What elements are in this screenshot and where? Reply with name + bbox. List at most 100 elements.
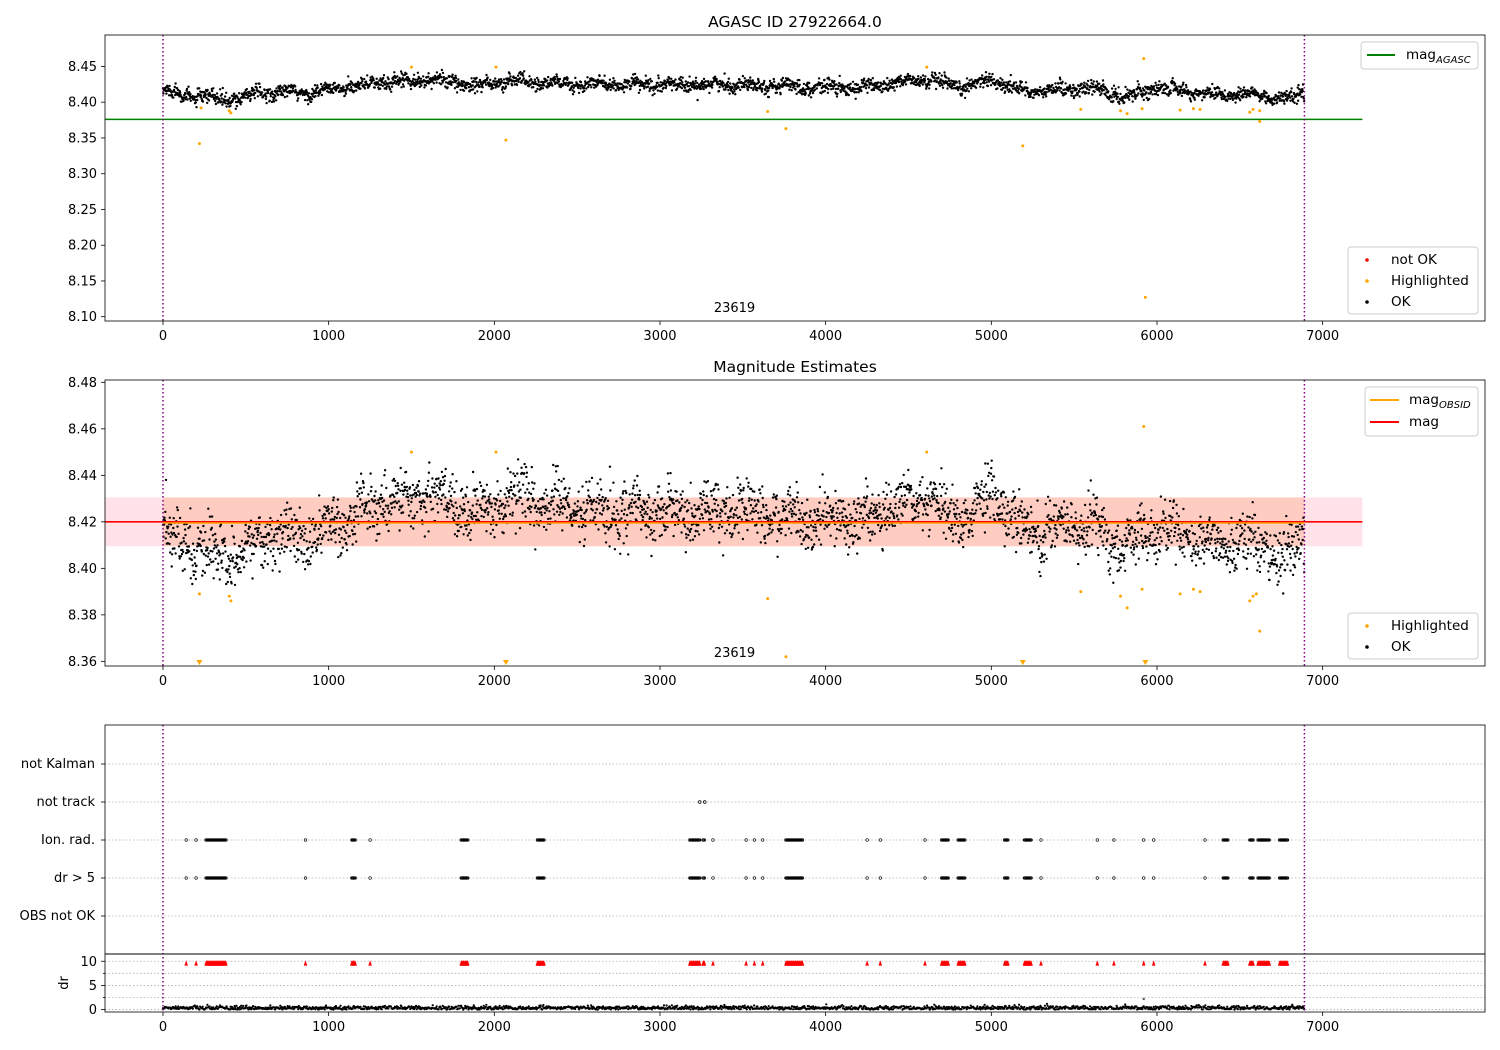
ok-point bbox=[530, 465, 533, 469]
ok-point bbox=[188, 91, 191, 94]
ok-point bbox=[328, 87, 332, 91]
ok-point bbox=[279, 523, 282, 526]
p1-xtick-label-3000: 3000 bbox=[643, 329, 676, 344]
ok-point bbox=[269, 95, 272, 98]
ok-point bbox=[168, 84, 171, 88]
ok-point bbox=[311, 551, 314, 554]
ok-point bbox=[349, 509, 352, 513]
ok-point bbox=[849, 82, 852, 86]
ok-point bbox=[963, 96, 967, 100]
p1-xtick-label-4000: 4000 bbox=[809, 329, 842, 344]
ok-point bbox=[875, 503, 878, 507]
ok-point bbox=[839, 529, 842, 532]
ok-point bbox=[1261, 97, 1264, 101]
ok-point bbox=[886, 89, 890, 92]
ok-point bbox=[676, 499, 679, 502]
ok-point bbox=[889, 490, 893, 493]
ok-point bbox=[598, 512, 602, 515]
ok-point bbox=[596, 482, 599, 485]
ok-point bbox=[893, 495, 896, 499]
ok-point bbox=[614, 518, 617, 521]
highlighted-point bbox=[504, 138, 508, 142]
ok-point bbox=[272, 547, 275, 550]
ok-point bbox=[303, 552, 306, 556]
ok-point bbox=[1085, 82, 1088, 86]
ok-point bbox=[945, 76, 948, 79]
ok-point bbox=[484, 81, 487, 84]
ok-point bbox=[890, 510, 893, 513]
ok-point bbox=[355, 89, 358, 92]
ok-point bbox=[1076, 93, 1079, 97]
ok-point bbox=[1149, 90, 1153, 94]
ok-point bbox=[170, 553, 174, 556]
ok-point bbox=[287, 534, 290, 538]
ok-point bbox=[321, 517, 325, 520]
ok-point bbox=[670, 515, 674, 519]
ok-point bbox=[412, 77, 415, 81]
ok-point bbox=[576, 505, 579, 508]
ok-point bbox=[941, 86, 945, 90]
ok-point bbox=[640, 528, 643, 531]
ok-point bbox=[264, 525, 267, 529]
ok-point bbox=[1151, 93, 1154, 96]
ok-point bbox=[1180, 85, 1183, 88]
ok-point bbox=[215, 92, 219, 95]
ok-point bbox=[859, 86, 863, 89]
ok-point bbox=[470, 77, 473, 80]
ok-point bbox=[836, 92, 839, 96]
ok-point bbox=[320, 551, 323, 554]
ok-point bbox=[552, 508, 555, 511]
ok-point bbox=[1134, 97, 1137, 100]
ok-point bbox=[401, 511, 405, 514]
ok-point bbox=[877, 523, 880, 527]
ok-point bbox=[745, 79, 748, 82]
highlighted-point bbox=[409, 65, 413, 69]
ok-point bbox=[1074, 94, 1077, 97]
ok-point bbox=[437, 497, 441, 500]
ok-point bbox=[697, 533, 701, 536]
ok-point bbox=[263, 545, 266, 548]
ok-point bbox=[249, 544, 252, 547]
ok-point bbox=[426, 495, 429, 498]
ok-point bbox=[474, 494, 477, 497]
ok-point bbox=[350, 86, 353, 89]
ok-point bbox=[577, 509, 580, 513]
ok-point bbox=[604, 82, 608, 85]
ok-point bbox=[790, 531, 793, 535]
ok-point bbox=[417, 490, 420, 493]
ok-point bbox=[363, 87, 367, 90]
ok-point bbox=[651, 531, 654, 535]
ok-point bbox=[1124, 85, 1127, 89]
ok-point bbox=[379, 87, 382, 90]
ok-point bbox=[451, 487, 454, 490]
ok-point bbox=[468, 531, 471, 535]
ok-point bbox=[475, 80, 478, 84]
ok-point bbox=[587, 489, 590, 492]
ok-point bbox=[420, 501, 423, 505]
ok-point bbox=[701, 517, 705, 520]
ok-point bbox=[612, 87, 615, 90]
ok-point bbox=[707, 506, 710, 509]
ok-point bbox=[699, 492, 703, 496]
ok-point bbox=[399, 80, 402, 83]
highlighted-point bbox=[1079, 107, 1083, 111]
ok-point bbox=[442, 482, 445, 486]
ok-point bbox=[504, 504, 507, 507]
ok-point bbox=[360, 77, 364, 81]
ok-point bbox=[822, 515, 825, 518]
ok-point bbox=[636, 493, 639, 497]
ok-point bbox=[456, 85, 460, 89]
ok-point bbox=[879, 513, 882, 516]
ok-point bbox=[1163, 92, 1167, 95]
ok-point bbox=[173, 547, 176, 550]
ok-point bbox=[623, 508, 626, 511]
ok-point bbox=[788, 510, 791, 513]
ok-point bbox=[762, 81, 766, 85]
ok-point bbox=[809, 524, 813, 527]
ok-point bbox=[733, 513, 736, 516]
ok-point bbox=[481, 86, 484, 89]
ok-point bbox=[613, 548, 617, 551]
panel-magnitude-estimates: Magnitude Estimates 23619 8.368.388.408.… bbox=[68, 358, 1486, 689]
ok-point bbox=[210, 526, 213, 530]
ok-point bbox=[648, 515, 652, 519]
